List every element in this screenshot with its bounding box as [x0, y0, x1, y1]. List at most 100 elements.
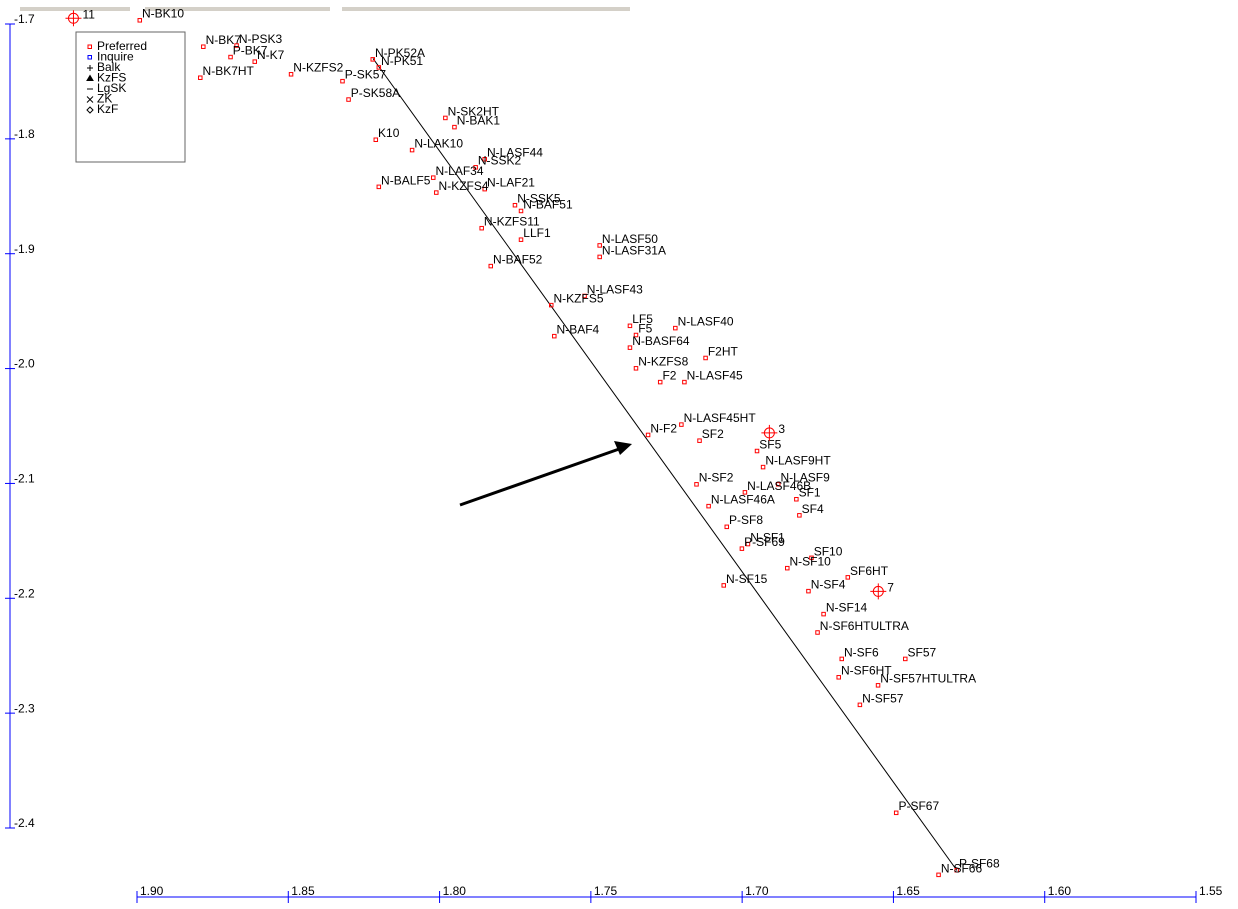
point-label: P-SF67: [898, 799, 939, 813]
marker: [552, 333, 557, 339]
marker: [373, 137, 379, 143]
marker-shape: [724, 524, 730, 530]
target-marker: [65, 10, 82, 27]
target-marker: [870, 583, 887, 600]
marker: [137, 18, 143, 23]
marker: [87, 44, 92, 49]
point-label: N-SF57HTULTRA: [880, 672, 976, 686]
point-label: N-SF4: [811, 578, 846, 592]
point-label: N-KZFS2: [293, 61, 343, 75]
marker: [809, 555, 814, 561]
marker-shape: [936, 872, 941, 878]
marker-shape: [903, 656, 908, 662]
marker-shape: [857, 702, 863, 708]
point-label: SF6HT: [850, 564, 889, 578]
point-label: N-BALF5: [381, 173, 431, 187]
marker: [201, 44, 206, 49]
marker-shape: [434, 190, 439, 195]
y-tick-label: -1.8: [14, 127, 35, 141]
point-label: K10: [378, 126, 400, 140]
marker-shape: [794, 497, 799, 502]
marker-shape: [512, 202, 518, 208]
point-label: N-BAF51: [523, 197, 573, 211]
point-label: N-K7: [257, 48, 285, 62]
marker: [288, 72, 294, 77]
marker-shape: [836, 675, 841, 680]
marker: [633, 366, 639, 371]
marker-shape: [797, 513, 802, 518]
point-label: LLF1: [523, 226, 551, 240]
marker-shape: [552, 333, 557, 339]
marker-shape: [137, 18, 143, 23]
point-label: N-SF10: [790, 555, 832, 569]
marker: [697, 438, 702, 443]
point-label: F5: [638, 321, 652, 335]
marker-shape: [431, 175, 436, 180]
point-label: N-BAK1: [457, 114, 501, 128]
point-label: N-LASF45HT: [684, 411, 757, 425]
x-tick-label: 1.75: [594, 884, 618, 898]
point-label: N-LASF46B: [747, 479, 811, 493]
y-tick-label: -1.7: [14, 12, 35, 26]
marker: [512, 202, 518, 208]
marker: [549, 302, 554, 308]
marker: [370, 57, 376, 62]
y-tick-label: -2.2: [14, 586, 35, 600]
marker-shape: [518, 208, 524, 214]
x-tick-label: 1.90: [140, 884, 164, 898]
point-label: N-SF6: [844, 645, 879, 659]
arrow-head: [614, 441, 632, 455]
marker-shape: [742, 490, 748, 495]
point-label: N-BASF64: [632, 334, 690, 348]
marker-shape: [234, 43, 239, 48]
marker: [376, 184, 382, 190]
marker-shape: [482, 157, 487, 162]
marker: [198, 75, 203, 80]
marker-shape: [809, 555, 814, 561]
marker-shape: [703, 355, 708, 361]
point-label: N-SF14: [826, 601, 868, 615]
point-label: P-SK58A: [351, 86, 400, 100]
point-label: N-PSK3: [239, 32, 283, 46]
marker-shape: [518, 237, 524, 242]
point-label: N-BAF4: [557, 323, 600, 337]
target-label: 7: [887, 581, 894, 595]
marker: [875, 683, 881, 688]
marker-shape: [815, 630, 820, 635]
marker: [409, 147, 415, 153]
marker: [745, 541, 751, 547]
marker: [797, 513, 802, 518]
marker: [721, 583, 726, 588]
point-label: N-LASF31A: [602, 243, 666, 257]
target-marker: [761, 424, 778, 441]
marker: [845, 575, 851, 580]
annotation-arrow: [459, 446, 623, 507]
marker-shape: [452, 124, 457, 130]
marker: [582, 293, 587, 299]
marker: [785, 565, 790, 571]
marker: [518, 237, 524, 242]
marker: [754, 448, 760, 454]
marker-shape: [721, 583, 726, 588]
marker: [627, 345, 633, 350]
marker: [431, 175, 436, 180]
point-label: P-SF68: [959, 857, 1000, 871]
marker-shape: [775, 482, 781, 487]
point-label: N-PK51: [381, 54, 423, 68]
point-label: N-SK2HT: [448, 104, 500, 118]
marker: [775, 482, 781, 487]
marker: [443, 115, 448, 121]
point-label: N-PK52A: [375, 46, 425, 60]
x-tick-label: 1.60: [1048, 884, 1072, 898]
marker: [821, 611, 826, 617]
point-label: F2HT: [708, 344, 739, 358]
marker: [252, 59, 258, 64]
point-label: SF4: [802, 502, 824, 516]
point-label: N-LAF34: [436, 164, 484, 178]
marker-shape: [806, 588, 811, 594]
x-tick-label: 1.70: [745, 884, 769, 898]
marker-shape: [821, 611, 826, 617]
point-label: N-LASF45: [687, 369, 743, 383]
marker: [694, 482, 699, 487]
